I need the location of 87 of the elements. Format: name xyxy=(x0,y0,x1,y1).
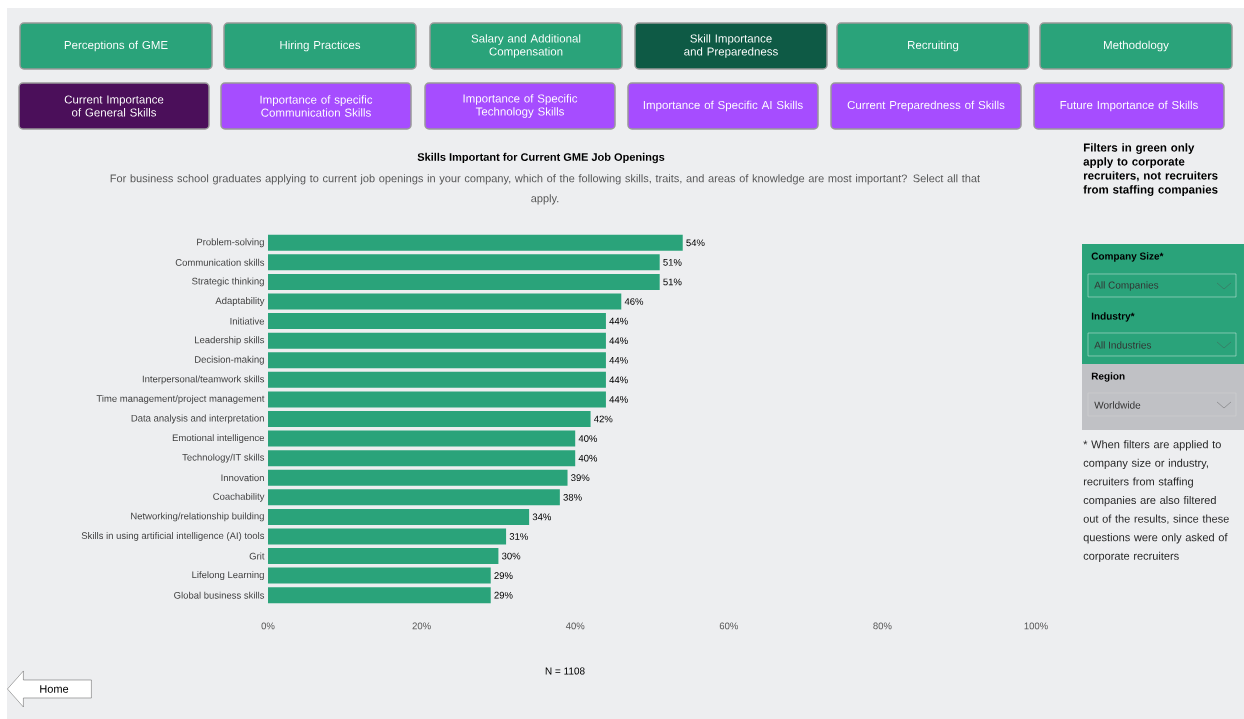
y-tick-label: Coachability xyxy=(213,492,265,502)
y-tick-label: Strategic thinking xyxy=(192,277,264,287)
y-tick-label: Emotional intelligence xyxy=(172,434,265,443)
bar xyxy=(268,410,591,427)
y-tick-label: Grit xyxy=(249,552,265,560)
y-tick-label: Skills in using artificial intelligence (AI) tools xyxy=(81,532,265,541)
text: Current Importance of General Skills xyxy=(64,95,164,117)
chart-subtitle: For business school graduates applying to current job openings in your company, which of the following skills, traits, and areas of knowledge are most important? Select all that apply. xyxy=(110,174,980,205)
bar xyxy=(268,469,568,486)
bar xyxy=(268,567,491,584)
y-tick-label: Lifelong Learning xyxy=(192,571,264,581)
data-label: 30% xyxy=(501,552,521,560)
text: Skill Importance and Preparedness xyxy=(684,34,778,58)
data-label: 29% xyxy=(494,572,513,579)
x-tick-label: 100% xyxy=(1024,622,1048,630)
text: Importance of specific Communication Skills xyxy=(260,95,373,117)
y-tick-label: Time management/project management xyxy=(96,394,265,404)
data-label: 31% xyxy=(509,533,528,540)
y-tick-label: Global business skills xyxy=(174,591,265,599)
text: Company Size* xyxy=(1091,252,1164,262)
data-label: 38% xyxy=(563,493,582,501)
bar xyxy=(268,489,560,506)
data-label: 44% xyxy=(609,376,628,384)
y-tick-label: Problem-solving xyxy=(197,238,264,248)
bar xyxy=(268,234,683,251)
y-tick-label: Decision-making xyxy=(195,355,264,365)
bar xyxy=(268,430,576,447)
text: Home xyxy=(40,685,69,693)
text: Current Preparedness of Skills xyxy=(847,100,1005,112)
y-tick-label: Technology/IT skills xyxy=(182,453,265,463)
text: Worldwide xyxy=(1094,401,1141,409)
bar xyxy=(268,391,606,408)
bar xyxy=(268,352,606,369)
y-tick-label: Adaptability xyxy=(215,297,265,306)
data-label: 44% xyxy=(609,337,628,345)
data-label: 40% xyxy=(578,454,598,462)
data-label: 51% xyxy=(663,278,682,286)
data-label: 54% xyxy=(686,239,705,247)
data-label: 44% xyxy=(609,396,628,403)
text: N = 1108 xyxy=(545,667,585,675)
y-tick-label: Leadership skills xyxy=(195,336,265,346)
data-label: 39% xyxy=(571,474,590,482)
data-label: 29% xyxy=(494,591,513,599)
data-label: 44% xyxy=(609,317,628,325)
bar xyxy=(268,254,660,271)
text: Hiring Practices xyxy=(280,40,361,52)
data-label: 46% xyxy=(624,298,644,305)
bar xyxy=(268,508,530,525)
bar xyxy=(268,587,491,604)
bar xyxy=(268,371,606,388)
bar xyxy=(268,293,622,310)
text: Importance of Specific AI Skills xyxy=(643,100,803,112)
x-tick-label: 60% xyxy=(719,622,738,630)
text: All Companies xyxy=(1094,281,1159,291)
text: Importance of Specific Technology Skills xyxy=(463,94,578,118)
y-tick-label: Networking/relationship building xyxy=(131,512,264,522)
y-tick-label: Innovation xyxy=(221,474,264,482)
data-label: 44% xyxy=(609,356,628,364)
bar xyxy=(268,548,499,565)
text: Future Importance of Skills xyxy=(1060,100,1198,112)
x-tick-label: 20% xyxy=(412,622,431,630)
text: Filters in green only apply to corporate recruiters, not recruiters from staffing companies xyxy=(1083,143,1218,196)
data-label: 34% xyxy=(532,513,551,521)
text: Salary and Additional Compensation xyxy=(471,34,581,58)
y-tick-label: Data analysis and interpretation xyxy=(131,414,264,424)
x-tick-label: 80% xyxy=(873,622,892,630)
x-tick-label: 40% xyxy=(565,622,585,630)
text: Recruiting xyxy=(908,40,959,52)
bar xyxy=(268,450,576,467)
text: Perceptions of GME xyxy=(64,40,168,52)
bar xyxy=(268,332,606,349)
bar xyxy=(268,528,507,545)
data-label: 40% xyxy=(578,435,598,442)
text: * When filters are applied to company size or industry, recruiters from staffing companies are also filtered out of the results, since these questions were only asked of corporate recruiters xyxy=(1083,440,1229,563)
bar xyxy=(268,313,606,330)
text: Industry* xyxy=(1091,312,1135,322)
y-tick-label: Initiative xyxy=(230,317,265,325)
y-tick-label: Interpersonal/teamwork skills xyxy=(142,375,265,385)
data-label: 51% xyxy=(663,259,682,266)
bar xyxy=(268,273,660,290)
y-tick-label: Communication skills xyxy=(175,258,265,266)
data-label: 42% xyxy=(593,415,613,423)
chart-title: Skills Important for Current GME Job Openings xyxy=(417,152,665,164)
text: All Industries xyxy=(1094,341,1152,349)
text: Region xyxy=(1091,372,1125,382)
x-tick-label: 0% xyxy=(261,622,275,630)
text: Methodology xyxy=(1104,40,1169,52)
